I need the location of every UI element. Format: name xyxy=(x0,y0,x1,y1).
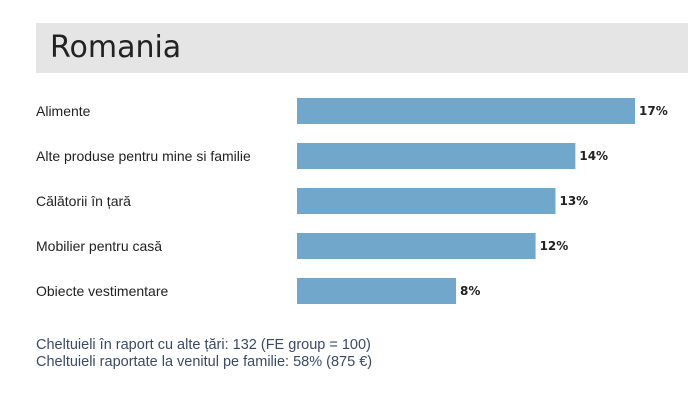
page-title: Romania xyxy=(50,30,182,65)
footer-notes: Cheltuieli în raport cu alte țări: 132 (… xyxy=(36,337,372,371)
category-label: Alimente xyxy=(36,103,91,119)
footer-line-income-ratio: Cheltuieli raportate la venitul pe famil… xyxy=(36,354,373,370)
footer-line-comparison: Cheltuieli în raport cu alte țări: 132 (… xyxy=(36,337,371,353)
value-label: 8% xyxy=(460,284,480,298)
bar xyxy=(297,188,556,214)
bar xyxy=(297,143,576,169)
value-label: 14% xyxy=(579,149,608,163)
category-label: Obiecte vestimentare xyxy=(36,283,168,299)
value-label: 12% xyxy=(540,239,569,253)
bar-chart: Alimente 17% Alte produse pentru mine si f… xyxy=(36,98,668,304)
category-label: Mobilier pentru casă xyxy=(36,238,162,254)
category-label: Alte produse pentru mine si familie xyxy=(36,148,251,164)
value-label: 13% xyxy=(559,194,588,208)
bar xyxy=(297,98,635,124)
category-label: Călătorii în țară xyxy=(36,193,131,209)
bar xyxy=(297,233,536,259)
title-bar: Romania xyxy=(36,23,688,73)
bar xyxy=(297,278,457,304)
value-label: 17% xyxy=(639,104,668,118)
